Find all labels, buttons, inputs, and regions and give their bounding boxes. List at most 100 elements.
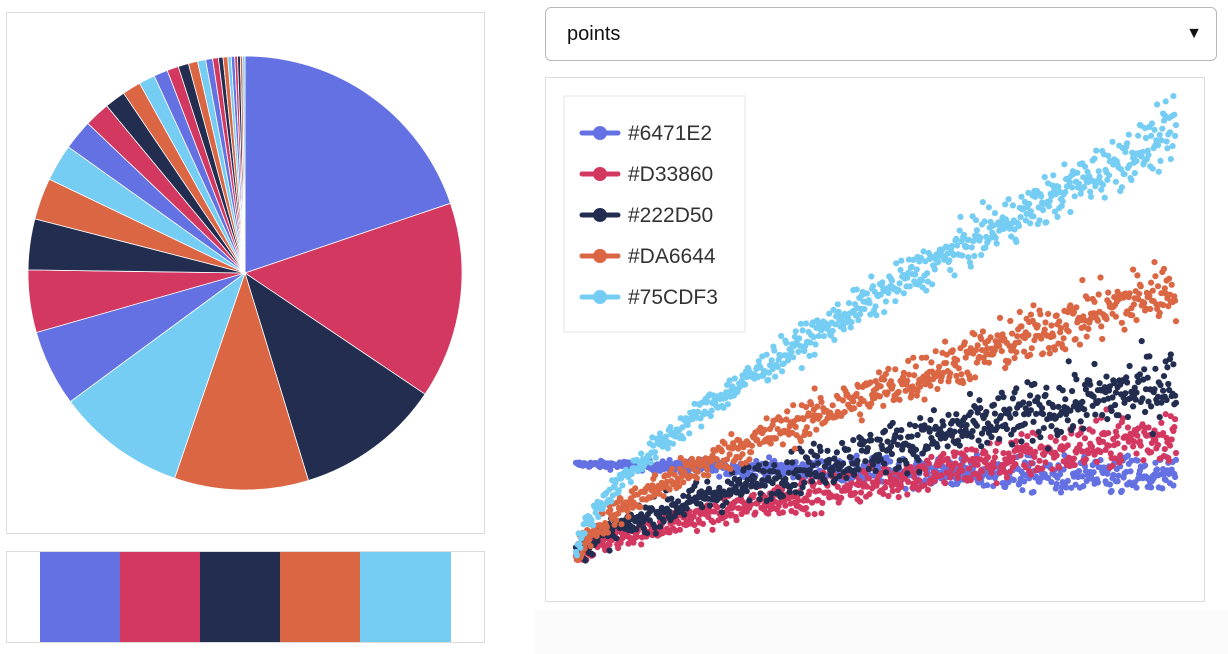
scatter-point <box>938 472 945 479</box>
scatter-point <box>1067 208 1074 216</box>
legend-marker <box>593 167 607 181</box>
scatter-point <box>1065 358 1072 365</box>
scatter-point <box>1171 424 1178 431</box>
scatter-point <box>657 523 664 530</box>
scatter-point <box>589 551 596 558</box>
scatter-point <box>818 399 825 406</box>
scatter-point <box>944 455 951 462</box>
scatter-point <box>958 422 965 429</box>
scatter-point <box>683 505 690 512</box>
scatter-point <box>731 375 738 382</box>
scatter-point <box>1112 455 1119 462</box>
scatter-point <box>973 227 980 234</box>
scatter-point <box>832 476 839 483</box>
scatter-point <box>839 397 847 404</box>
scatter-point <box>1118 184 1125 191</box>
scatter-point <box>767 495 774 502</box>
scatter-point <box>1163 138 1170 145</box>
scatter-point <box>993 480 1000 487</box>
scatter-point <box>813 426 820 433</box>
scatter-point <box>1042 319 1049 326</box>
scatter-point <box>889 419 896 427</box>
scatter-point <box>1147 305 1154 313</box>
scatter-point <box>1121 171 1128 178</box>
scatter-point <box>608 498 615 505</box>
scatter-point <box>783 339 790 346</box>
scatter-point <box>851 489 859 497</box>
scatter-point <box>921 482 928 489</box>
scatter-point <box>1039 410 1047 418</box>
scatter-point <box>627 479 634 486</box>
scatter-point <box>906 421 913 428</box>
scatter-point <box>659 530 666 537</box>
scatter-point <box>761 482 768 489</box>
scatter-point <box>1115 423 1122 430</box>
scatter-points <box>572 93 1180 564</box>
scatter-point <box>1019 487 1026 494</box>
scatter-point <box>726 451 733 458</box>
scatter-point <box>1172 297 1179 304</box>
scatter-point <box>660 493 667 500</box>
scatter-point <box>1052 437 1059 444</box>
scatter-point <box>1003 474 1010 481</box>
scatter-point <box>841 408 848 416</box>
scatter-point <box>1013 349 1020 356</box>
scatter-point <box>872 303 879 310</box>
scatter-point <box>1099 335 1106 343</box>
scatter-point <box>651 449 659 456</box>
scatter-point <box>1110 471 1117 479</box>
pie-slice <box>174 271 309 491</box>
scatter-point <box>1115 412 1122 419</box>
scatter-point <box>1066 462 1073 470</box>
scatter-point <box>788 348 795 355</box>
scatter-point <box>750 491 757 498</box>
scatter-point <box>1097 274 1104 281</box>
scatter-point <box>1117 452 1124 459</box>
scatter-point <box>847 454 854 461</box>
scatter-point <box>1134 457 1141 464</box>
scatter-point <box>810 440 817 447</box>
scatter-point <box>806 488 813 495</box>
scatter-point <box>887 443 895 450</box>
scatter-point <box>963 446 970 453</box>
scatter-point <box>1139 395 1146 402</box>
scatter-point <box>751 474 758 481</box>
scatter-point <box>996 314 1004 321</box>
scatter-point <box>1027 351 1034 358</box>
scatter-point <box>778 332 785 340</box>
legend-label: #222D50 <box>628 204 713 227</box>
scatter-point <box>1137 442 1144 449</box>
scatter-point <box>819 499 826 506</box>
scatter-point <box>968 433 975 440</box>
scatter-point <box>652 454 659 461</box>
scatter-point <box>803 424 810 431</box>
scatter-point <box>1121 326 1128 333</box>
scatter-point <box>1090 393 1097 400</box>
plot-type-select[interactable]: points ▼ <box>545 7 1217 61</box>
scatter-point <box>903 460 910 467</box>
scatter-point <box>1072 481 1079 488</box>
scatter-point <box>1168 436 1175 443</box>
scatter-point <box>954 437 962 444</box>
scatter-point <box>763 415 770 422</box>
scatter-point <box>1099 181 1107 188</box>
scatter-point <box>968 244 975 251</box>
scatter-point <box>1157 157 1164 164</box>
scatter-point <box>790 402 797 409</box>
scatter-point <box>863 290 871 297</box>
pie-chart <box>27 55 463 491</box>
scatter-point <box>805 458 812 465</box>
scatter-point <box>1105 430 1112 437</box>
scatter-point <box>850 437 857 444</box>
scatter-point <box>1142 462 1149 469</box>
scatter-point <box>759 477 766 484</box>
scatter-point <box>898 427 905 434</box>
scatter-point <box>1005 358 1012 365</box>
scatter-point <box>1152 365 1159 372</box>
scatter-point <box>738 510 745 518</box>
scatter-point <box>1059 387 1066 394</box>
scatter-point <box>1134 432 1141 439</box>
scatter-point <box>953 411 960 418</box>
scatter-point <box>1056 318 1063 325</box>
scatter-point <box>1133 389 1140 396</box>
